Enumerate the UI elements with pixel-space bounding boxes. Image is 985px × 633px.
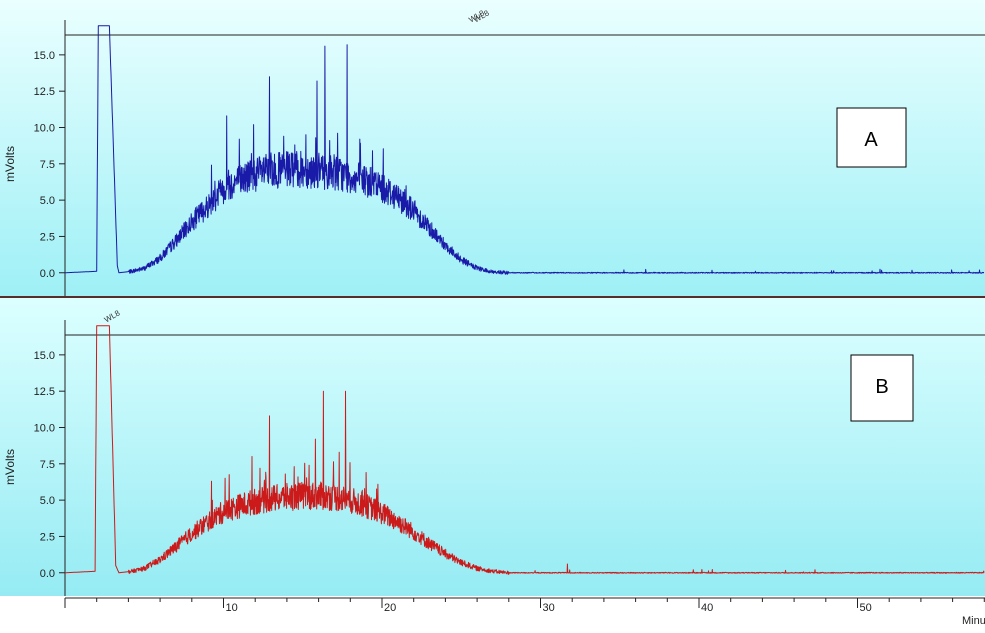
x-axis-strip: [0, 596, 985, 628]
panel-b-ytick-label: 12.5: [34, 386, 55, 398]
x-axis-unit: Minu: [962, 615, 985, 627]
panel-a-ytick-label: 7.5: [40, 159, 55, 171]
panel-b-ytick-label: 5.0: [40, 495, 55, 507]
panel-b: 0.0 2.5 5.0 7.5 10.0 12.5 15.0 10 20 30 40 50 Minu…: [0, 298, 985, 628]
panel-a-ytick-label: 2.5: [40, 231, 55, 243]
x-tick-label: 10: [226, 602, 238, 614]
panel-a-ylabel: mVolts: [3, 146, 17, 182]
x-tick-label: 20: [384, 602, 396, 614]
panel-a-ytick-label: 0.0: [40, 268, 55, 280]
panel-a-ytick-label: 5.0: [40, 195, 55, 207]
panel-b-ytick-label: 0.0: [40, 568, 55, 580]
x-tick-label: 50: [860, 602, 872, 614]
panel-a-ytick-label: 15.0: [34, 50, 55, 62]
panel-a-ytick-label: 12.5: [34, 86, 55, 98]
panel-b-ytick-label: 15.0: [34, 350, 55, 362]
panel-b-background: [0, 298, 985, 628]
panel-b-ytick-label: 2.5: [40, 531, 55, 543]
panel-b-ytick-label: 7.5: [40, 459, 55, 471]
x-tick-label: 30: [543, 602, 555, 614]
panel-a-label-box: [836, 107, 907, 168]
x-tick-label: 40: [701, 602, 713, 614]
panel-b-series-line: [64, 325, 985, 575]
panel-b-ylabel: mVolts: [3, 449, 17, 485]
panel-b-ytick-label: 10.0: [34, 422, 55, 434]
panel-b-label: B: [875, 376, 888, 398]
panel-b-label-box: [850, 354, 914, 422]
panel-a-background: [0, 0, 985, 296]
panel-a-series-line: [64, 25, 985, 275]
panel-a-label: A: [864, 129, 878, 151]
panel-a-ytick-label: 10.0: [34, 122, 55, 134]
